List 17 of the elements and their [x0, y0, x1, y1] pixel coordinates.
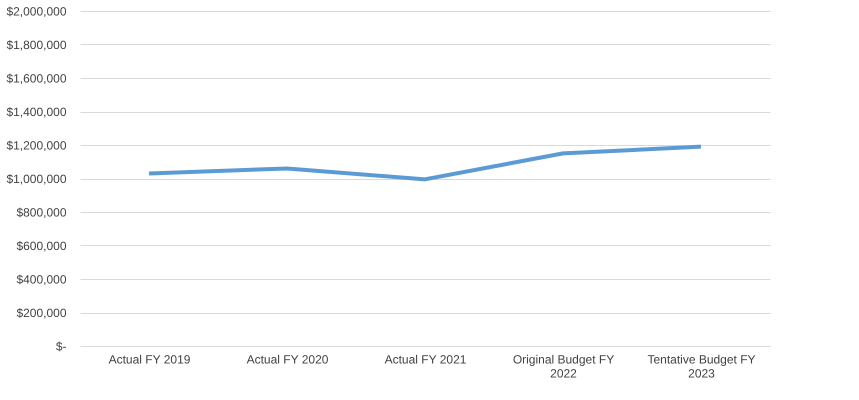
y-tick-label: $600,000: [16, 239, 67, 253]
y-tick-label: $400,000: [16, 272, 67, 286]
y-tick-label: $-: [56, 340, 66, 354]
y-tick-label: $200,000: [16, 306, 67, 320]
y-tick-label: $1,000,000: [6, 172, 67, 186]
x-tick-label: Actual FY 2019: [108, 352, 191, 366]
x-tick-label: Tentative Budget FY 2023: [647, 352, 756, 380]
y-tick-label: $1,800,000: [6, 38, 67, 52]
x-tick-label: Actual FY 2021: [384, 352, 467, 366]
y-tick-label: $1,200,000: [6, 138, 67, 152]
line-series: [147, 144, 703, 182]
x-tick-label: Actual FY 2020: [246, 352, 329, 366]
y-tick-label: $1,600,000: [6, 72, 67, 86]
y-tick-label: $800,000: [16, 206, 67, 220]
y-tick-label: $1,400,000: [6, 105, 67, 119]
x-tick-label: Original Budget FY 2022: [512, 352, 614, 380]
y-tick-label: $2,000,000: [6, 4, 67, 18]
